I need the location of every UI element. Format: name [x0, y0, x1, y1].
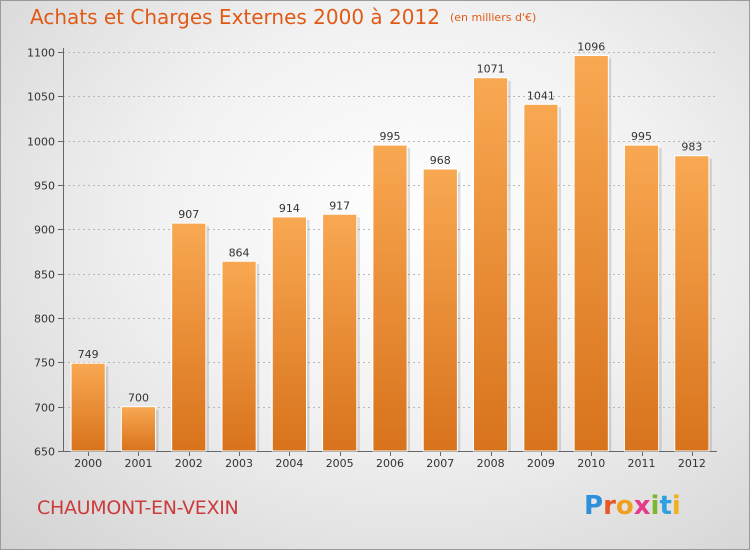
y-tick-label: 700	[34, 402, 55, 415]
x-tick-label: 2006	[376, 457, 404, 470]
bar	[422, 168, 458, 452]
x-tick-label: 2010	[577, 457, 605, 470]
y-tick-label: 850	[34, 269, 55, 282]
x-tick-label: 2007	[426, 457, 454, 470]
x-tick-label: 2008	[477, 457, 505, 470]
data-label: 1041	[527, 89, 555, 102]
logo-letter: t	[659, 491, 672, 521]
data-label: 917	[329, 199, 350, 212]
bar	[473, 77, 509, 452]
bar	[674, 155, 710, 452]
data-label: 995	[631, 130, 652, 143]
x-tick-label: 2002	[175, 457, 203, 470]
x-tick-label: 2000	[74, 457, 102, 470]
y-tick-label: 750	[34, 357, 55, 370]
bar	[70, 362, 106, 452]
commune-name: CHAUMONT-EN-VEXIN	[37, 497, 239, 519]
data-label: 907	[178, 208, 199, 221]
labels: 650 700 750 800 850 900 950 1000 1050 1100 749 2000…	[27, 41, 706, 470]
bar	[523, 103, 559, 452]
x-tick-label: 2009	[527, 457, 555, 470]
logo-letter: i	[671, 491, 681, 521]
data-label: 1096	[577, 41, 605, 54]
data-label: 1071	[477, 63, 505, 76]
x-tick-label: 2005	[326, 457, 354, 470]
data-label: 864	[229, 246, 250, 259]
logo-letter: r	[603, 491, 616, 521]
chart-unit: (en milliers d'€)	[449, 11, 537, 24]
data-label: 983	[681, 141, 702, 154]
y-tick-label: 1050	[27, 91, 55, 104]
bar	[271, 216, 307, 452]
proxiti-logo: Proxiti	[584, 491, 681, 521]
y-tick-label: 1000	[27, 136, 55, 149]
x-tick-label: 2001	[124, 457, 152, 470]
logo-letter: x	[633, 491, 651, 521]
x-tick-label: 2003	[225, 457, 253, 470]
data-label: 749	[78, 348, 99, 361]
x-tick-label: 2012	[678, 457, 706, 470]
bar	[573, 55, 609, 452]
chart-title-block: Achats et Charges Externes 2000 à 2012 (e…	[30, 5, 536, 29]
y-tick-label: 800	[34, 313, 55, 326]
logo-letter: P	[584, 491, 604, 521]
y-tick-label: 1100	[27, 47, 55, 60]
data-label: 700	[128, 392, 149, 405]
bars	[70, 55, 712, 452]
bar	[171, 222, 207, 452]
y-tick-label: 650	[34, 446, 55, 459]
x-tick-label: 2004	[275, 457, 303, 470]
logo-letter: o	[615, 491, 634, 521]
x-tick-label: 2011	[628, 457, 656, 470]
bar	[221, 260, 257, 452]
data-label: 914	[279, 202, 300, 215]
bar	[120, 406, 157, 452]
y-tick-label: 900	[34, 224, 55, 237]
logo-letter: i	[650, 491, 660, 521]
data-label: 968	[430, 154, 451, 167]
data-label: 995	[380, 130, 401, 143]
chart-title: Achats et Charges Externes 2000 à 2012	[30, 5, 440, 29]
bar	[372, 144, 408, 452]
bar	[322, 213, 358, 452]
y-tick-label: 950	[34, 180, 55, 193]
bar	[623, 144, 660, 452]
